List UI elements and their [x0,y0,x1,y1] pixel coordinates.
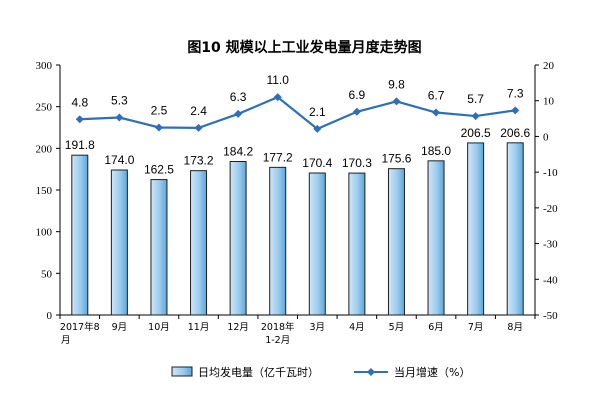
right-tick-label: -10 [543,167,558,179]
line-data-label: 5.7 [467,92,484,106]
bar-data-label: 170.3 [342,156,372,170]
line-point [313,124,322,133]
line-point [273,93,282,102]
chart-title: 图10 规模以上工业发电量月度走势图 [187,39,421,56]
left-tick-label: 250 [36,102,53,114]
bar-data-label: 175.6 [381,152,411,166]
right-tick-label: 0 [543,131,549,143]
left-tick-label: 50 [41,268,53,280]
line-point [75,115,84,124]
bar-data-label: 206.6 [500,126,530,140]
left-tick-label: 0 [47,310,53,322]
line-data-label: 5.3 [111,94,128,108]
line-point [194,123,203,132]
bar [427,160,445,316]
x-tick-label: 6月 [428,322,444,333]
line-point [154,123,163,132]
x-tick-label: 10月 [148,322,170,333]
growth-line [79,95,516,131]
line-point [115,113,124,122]
bar [269,166,287,316]
line-point [352,107,361,116]
bar [110,169,128,316]
bar-data-label: 184.2 [223,145,253,159]
bar-data-label: 185.0 [421,144,451,158]
bar [506,142,524,316]
line-data-label: 6.9 [349,88,366,102]
line-point [471,112,480,121]
x-tick-label: 12月 [227,322,249,333]
bar [387,168,405,316]
right-tick-label: -20 [543,203,558,215]
right-tick-label: -30 [543,239,558,251]
bar-data-label: 191.8 [65,138,95,152]
line-data-label: 6.3 [230,90,247,104]
line-point [511,106,520,115]
line-data-label: 6.7 [428,89,445,103]
bar-data-label: 170.4 [302,156,332,170]
line-data-label: 2.4 [190,104,207,118]
legend-bar-swatch [171,366,193,377]
legend-line-marker [367,368,375,376]
bar [348,172,366,316]
line-data-label: 2.1 [309,105,326,119]
x-tick-label: 2018年 1-2月 [261,321,295,346]
bar [229,161,247,316]
x-tick-label: 8月 [507,322,523,333]
line-point [234,109,243,118]
right-tick-label: 10 [543,96,555,108]
right-tick-label: -40 [543,274,558,286]
bar-data-label: 177.2 [263,150,293,164]
bar [71,154,89,316]
right-tick-label: -50 [543,310,558,322]
x-tick-label: 7月 [468,322,484,333]
left-tick-label: 150 [36,185,53,197]
line-point [392,97,401,106]
x-tick-label: 2017年8 月 [60,321,100,346]
left-tick-label: 100 [36,227,53,239]
bar-data-label: 173.2 [184,154,214,168]
x-tick-label: 3月 [310,322,326,333]
bar [150,179,168,316]
line-point [432,108,441,117]
legend-bar-label: 日均发电量（亿千瓦时） [198,365,319,379]
legend: 日均发电量（亿千瓦时） 当月增速（%） [171,365,470,379]
bar [308,172,326,316]
bar-data-label: 206.5 [461,126,491,140]
line-data-label: 2.5 [151,104,168,118]
right-tick-label: 20 [543,60,555,72]
plot-layer: 0 50 100 150 200 250 300 -50 -40 -30 -20 -10 0 10 20 20… [36,60,559,379]
line-data-label: 9.8 [388,77,405,91]
x-tick-label: 9月 [112,322,128,333]
x-tick-label: 11月 [188,322,210,333]
bar-data-label: 162.5 [144,163,174,177]
bar [190,170,208,316]
left-tick-label: 200 [36,143,53,155]
line-data-label: 4.8 [71,95,88,109]
line-data-label: 11.0 [266,73,289,87]
bar [467,142,485,316]
legend-line-label: 当月增速（%） [394,365,470,379]
line-data-label: 7.3 [507,86,524,100]
left-tick-label: 300 [36,60,53,72]
x-tick-label: 4月 [349,322,365,333]
bar-data-label: 174.0 [104,153,134,167]
x-tick-label: 5月 [389,322,405,333]
